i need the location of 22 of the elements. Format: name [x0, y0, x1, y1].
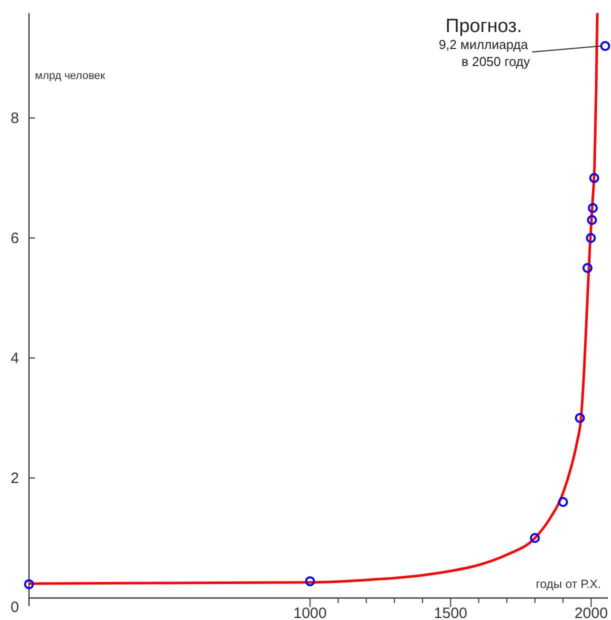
point: [582, 263, 592, 273]
x-tick-label: 2000: [574, 605, 608, 620]
annotation: Прогноз. 9,2 миллиарда в 2050 году: [438, 16, 530, 69]
point: [586, 233, 596, 243]
x-tick-label: 1500: [434, 605, 468, 620]
x-tick-label: 1000: [293, 605, 327, 620]
y-tick-label: 8: [10, 110, 19, 127]
point: [24, 579, 34, 590]
point: [558, 497, 568, 507]
y-tick-label: 2: [10, 470, 19, 487]
point: [588, 203, 598, 213]
point: [600, 41, 610, 51]
point: [589, 173, 600, 183]
point: [530, 533, 540, 543]
x-axis-title: годы от Р.Х.: [536, 577, 601, 591]
point: [574, 413, 585, 423]
y-axis-title: млрд человек: [35, 70, 106, 82]
point: [586, 215, 597, 225]
y-tick-label: 0: [10, 599, 19, 616]
y-tick-label: 6: [10, 230, 19, 247]
point: [305, 576, 316, 586]
y-tick-label: 4: [10, 350, 19, 367]
